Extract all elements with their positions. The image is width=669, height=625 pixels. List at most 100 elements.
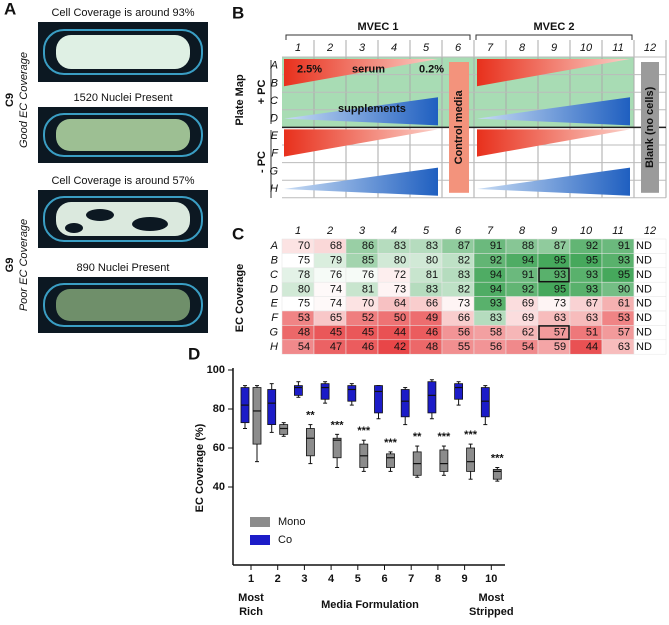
panel-label: B	[232, 3, 244, 22]
axis-note: Most Rich	[238, 592, 264, 618]
column-label: 9	[551, 42, 557, 54]
cell-value: 52	[362, 312, 374, 324]
cell-value: ND	[636, 240, 652, 252]
box	[427, 381, 437, 414]
gap	[65, 223, 83, 233]
cell-value: 83	[458, 269, 470, 281]
cell-value: 48	[298, 327, 310, 339]
panel-label: C	[232, 224, 244, 243]
legend-swatch	[250, 517, 270, 527]
column-label: 11	[612, 225, 623, 237]
supplement-gradient	[284, 167, 438, 196]
column-label: 10	[580, 42, 593, 54]
box	[332, 437, 342, 459]
cell-value: ND	[636, 312, 652, 324]
well-caption: Poor EC Coverage	[18, 219, 30, 311]
row-label: E	[271, 298, 279, 310]
cell-value: 70	[298, 240, 310, 252]
cell-value: 63	[554, 312, 566, 324]
cell-value: 75	[298, 255, 310, 267]
channel	[43, 113, 203, 157]
nuclei-area	[56, 289, 190, 321]
cell-value: 90	[618, 283, 630, 295]
cell-value: 72	[394, 269, 406, 281]
serum-gradient	[477, 59, 630, 87]
channel	[43, 29, 203, 75]
cell-value: 92	[522, 283, 534, 295]
cell-area	[56, 35, 190, 69]
row-label: C	[270, 95, 278, 107]
cell-value: 61	[618, 298, 630, 310]
cell-value: 83	[490, 312, 502, 324]
x-tick-label: 4	[328, 573, 335, 585]
cell-value: 62	[522, 327, 534, 339]
blank-label: Blank (no cells)	[644, 86, 656, 168]
group-label: MVEC 1	[358, 21, 399, 33]
group-bracket	[285, 34, 633, 40]
x-tick-label: 2	[275, 573, 281, 585]
cell-value: 66	[426, 298, 438, 310]
cell-value: 44	[394, 327, 406, 339]
cell-value: 74	[330, 283, 342, 295]
control-label: Control media	[453, 90, 465, 165]
cell-value: ND	[636, 269, 652, 281]
heatmap-title: EC Coverage	[234, 264, 246, 332]
cell-value: 76	[362, 269, 374, 281]
cell-value: 93	[490, 298, 502, 310]
cell-value: 95	[618, 269, 630, 281]
well-label: G9	[4, 258, 16, 273]
cell-value: 95	[554, 255, 566, 267]
cell-value: 91	[618, 240, 630, 252]
cell-value: 73	[394, 283, 406, 295]
supplement-gradient	[284, 97, 438, 126]
cell-value: 91	[490, 240, 502, 252]
significance: **	[306, 410, 315, 422]
axis-note: Most Stripped	[469, 592, 514, 618]
cell-value: 66	[458, 312, 470, 324]
row-label: D	[270, 113, 278, 125]
column-label: 8	[519, 42, 526, 54]
row-label: B	[271, 77, 278, 89]
serum-gradient	[284, 59, 438, 87]
supplement-gradient	[477, 167, 630, 196]
serum-label: serum	[352, 64, 385, 76]
column-label: 12	[644, 225, 656, 237]
coverage-text: Cell Coverage is around 57%	[51, 175, 194, 187]
cell-value: 95	[554, 283, 566, 295]
significance: ***	[331, 419, 345, 431]
box	[252, 387, 262, 445]
cell-value: 85	[362, 255, 374, 267]
cell-value: 82	[458, 255, 470, 267]
cell-value: 73	[458, 298, 470, 310]
cell-value: 45	[362, 327, 374, 339]
well-caption: Good EC Coverage	[18, 52, 30, 148]
column-label: 3	[359, 42, 366, 54]
cell-value: 78	[298, 269, 310, 281]
micrographs	[38, 22, 208, 333]
cell-value: 94	[522, 255, 534, 267]
significance: ***	[357, 425, 371, 437]
highlight-outline	[538, 325, 570, 341]
column-label: 3	[359, 225, 366, 237]
cell-value: 80	[426, 255, 438, 267]
box	[439, 449, 449, 472]
box	[400, 389, 410, 418]
cell-value: 42	[394, 341, 406, 353]
x-tick-label: 5	[355, 573, 361, 585]
column-label: 1	[295, 225, 301, 237]
cell-value: 81	[362, 283, 374, 295]
cell-value: 70	[362, 298, 374, 310]
cell-value: 48	[426, 341, 438, 353]
significance: ***	[437, 431, 451, 443]
column-label: 11	[612, 42, 623, 54]
column-label: 6	[455, 225, 462, 237]
box	[347, 385, 357, 402]
legend-label: Co	[278, 534, 292, 546]
heat-cell	[633, 339, 667, 355]
cell-value: ND	[636, 283, 652, 295]
legend-swatch	[250, 535, 270, 545]
cell-value: 82	[458, 283, 470, 295]
panel-label: A	[4, 0, 16, 18]
cell-value: 63	[586, 312, 598, 324]
